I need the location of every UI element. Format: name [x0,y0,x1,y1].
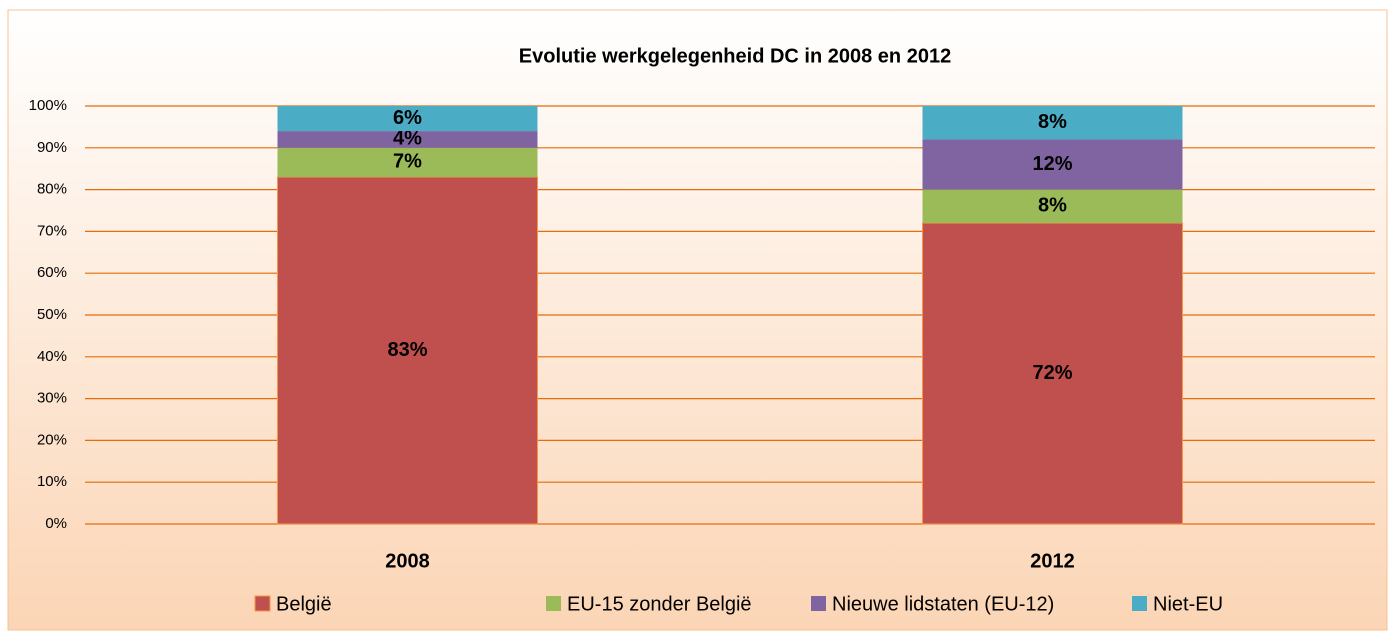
data-label: 7% [393,151,422,173]
legend-label: Niet-EU [1153,593,1223,615]
x-tick-label: 2008 [385,550,430,572]
y-tick-label: 20% [37,431,67,448]
y-tick-label: 30% [37,390,67,407]
y-tick-label: 100% [29,97,67,114]
data-label: 72% [1032,362,1072,384]
y-tick-label: 10% [37,473,67,490]
y-tick-label: 50% [37,306,67,323]
y-tick-label: 90% [37,139,67,156]
bar-segment [922,222,1183,525]
legend-swatch [811,596,826,611]
data-label: 8% [1038,195,1067,217]
chart-title: Evolutie werkgelegenheid DC in 2008 en 2… [519,45,951,67]
data-label: 12% [1032,153,1072,175]
bar-segment [277,106,538,132]
x-tick-label: 2012 [1030,550,1075,572]
legend-label: België [276,593,332,615]
data-label: 6% [393,107,422,129]
bar-segment [277,147,538,178]
bar-segment [277,176,538,525]
y-tick-label: 60% [37,264,67,281]
legend-label: EU-15 zonder België [567,593,752,615]
data-label: 83% [387,339,427,361]
bar-segment [922,106,1183,140]
bar-segment [922,189,1183,224]
bar-segment [277,131,538,148]
y-tick-label: 40% [37,348,67,365]
legend-label: Nieuwe lidstaten (EU-12) [832,593,1054,615]
legend-swatch [254,595,271,612]
legend-swatch [546,596,561,611]
data-label: 4% [393,128,422,150]
bar-segment [922,139,1183,190]
data-label: 8% [1038,111,1067,133]
y-tick-label: 80% [37,181,67,198]
y-tick-label: 0% [45,515,67,532]
y-tick-label: 70% [37,222,67,239]
legend-swatch [1132,596,1147,611]
